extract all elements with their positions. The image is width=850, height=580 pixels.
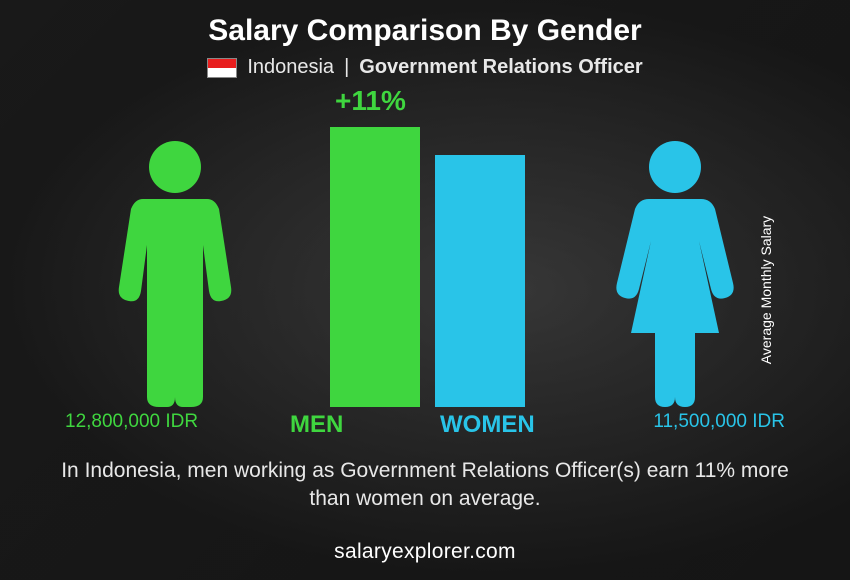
female-person-icon — [605, 137, 745, 407]
women-salary-bar — [435, 155, 525, 407]
gender-salary-chart: +11% 12,800,000 IDR MEN WOMEN 11,500,000… — [75, 85, 775, 455]
women-salary-value: 11,500,000 IDR — [653, 411, 785, 433]
y-axis-title: Average Monthly Salary — [758, 216, 774, 364]
page-title: Salary Comparison By Gender — [208, 14, 641, 48]
footer-source: salaryexplorer.com — [0, 540, 850, 564]
infographic-container: Salary Comparison By Gender Indonesia | … — [0, 0, 850, 580]
men-salary-value: 12,800,000 IDR — [65, 411, 198, 433]
women-category-label: WOMEN — [440, 411, 535, 439]
indonesia-flag-icon — [207, 58, 237, 78]
subtitle-row: Indonesia | Government Relations Officer — [207, 56, 642, 79]
description-text: In Indonesia, men working as Government … — [45, 457, 805, 514]
job-title-label: Government Relations Officer — [359, 56, 642, 79]
men-category-label: MEN — [290, 411, 343, 439]
separator: | — [344, 56, 349, 79]
difference-label: +11% — [335, 85, 406, 117]
axis-labels: 12,800,000 IDR MEN WOMEN 11,500,000 IDR — [75, 411, 775, 443]
country-label: Indonesia — [247, 56, 334, 79]
men-salary-bar — [330, 127, 420, 407]
male-person-icon — [105, 137, 245, 407]
